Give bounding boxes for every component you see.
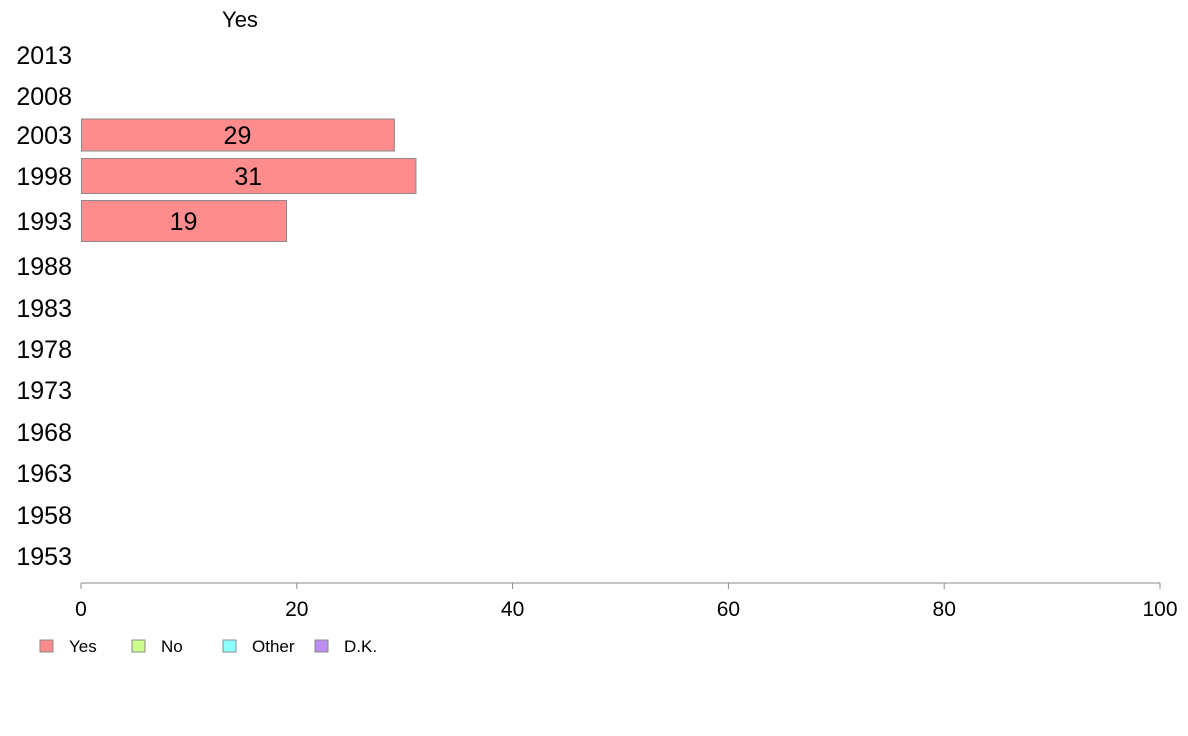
bar (81, 158, 417, 194)
bars: 29 31 19 (81, 118, 417, 242)
category-label: 2003 (16, 122, 72, 150)
bar-value-label: 29 (224, 122, 252, 150)
legend-swatch (131, 639, 146, 653)
category-label: 2008 (16, 83, 72, 111)
legend-label: D.K. (344, 637, 377, 656)
legend-label: Other (252, 637, 295, 656)
category-label: 1968 (16, 419, 72, 447)
x-tick-label: 0 (75, 598, 87, 621)
legend-swatch (39, 639, 54, 653)
x-tick-label: 100 (1142, 598, 1177, 621)
category-label: 1988 (16, 253, 72, 281)
legend: Yes No Other D.K. (39, 637, 377, 656)
x-tick-label: 80 (933, 598, 956, 621)
category-label: 2013 (16, 42, 72, 70)
category-label: 1958 (16, 502, 72, 530)
x-tick-label: 20 (285, 598, 308, 621)
series-header-yes: Yes (222, 7, 258, 32)
legend-label: Yes (69, 637, 97, 656)
category-label: 1973 (16, 377, 72, 405)
bar (81, 200, 288, 242)
bar-value-label: 19 (170, 208, 198, 236)
legend-swatch (222, 639, 237, 653)
legend-swatch (314, 639, 329, 653)
bar (81, 118, 395, 152)
legend-label: No (161, 637, 183, 656)
bar-value-label: 31 (234, 163, 262, 191)
x-tick-label: 40 (501, 598, 524, 621)
x-tick-label: 60 (717, 598, 740, 621)
category-label: 1993 (16, 208, 72, 236)
category-label: 1953 (16, 543, 72, 571)
category-label: 1978 (16, 336, 72, 364)
category-label: 1983 (16, 295, 72, 323)
x-axis: 0 20 40 60 80 100 (75, 582, 1178, 621)
category-label: 1998 (16, 163, 72, 191)
category-labels: 2013 2008 2003 1998 1993 1988 1983 1978 1973 1968… (16, 42, 72, 571)
category-label: 1963 (16, 460, 72, 488)
